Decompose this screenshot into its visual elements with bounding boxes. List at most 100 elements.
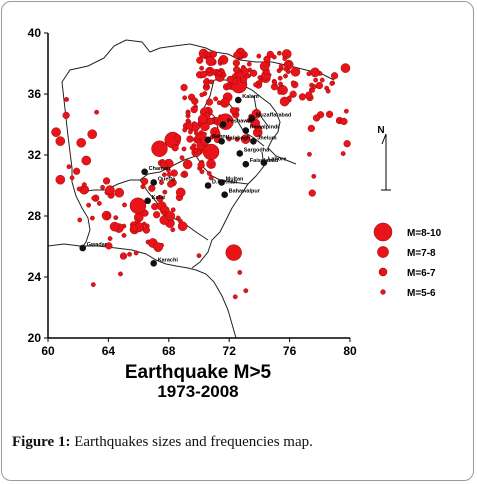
earthquake-marker	[105, 185, 115, 195]
earthquake-marker	[96, 201, 102, 206]
city-marker	[141, 168, 148, 176]
x-tick-label: 60	[41, 344, 55, 358]
city-marker	[221, 191, 228, 198]
earthquake-marker	[196, 56, 204, 64]
earthquake-marker	[220, 102, 226, 108]
earthquake-marker	[277, 89, 283, 95]
y-tick-label: 36	[28, 87, 42, 101]
earthquake-marker	[246, 61, 252, 67]
earthquake-marker	[205, 56, 216, 67]
earthquake-marker	[216, 71, 222, 77]
earthquake-marker	[170, 227, 176, 233]
earthquake-marker	[290, 80, 296, 86]
earthquake-marker	[105, 213, 111, 219]
y-tick-label: 40	[28, 26, 42, 40]
earthquake-marker	[185, 122, 193, 130]
legend-label: M=5-6	[407, 288, 436, 299]
earthquake-marker	[272, 80, 278, 86]
earthquake-marker	[278, 63, 284, 69]
earthquake-marker	[283, 66, 289, 72]
legend-label: M=7-8	[407, 248, 436, 259]
earthquake-marker	[76, 186, 82, 192]
city-marker	[242, 160, 250, 168]
city-marker	[242, 127, 250, 134]
earthquake-marker	[217, 58, 223, 64]
earthquake-marker	[197, 114, 208, 125]
earthquake-marker	[311, 173, 317, 179]
earthquake-marker	[307, 124, 315, 133]
earthquake-marker	[250, 69, 258, 77]
earthquake-marker	[62, 111, 70, 119]
earthquake-marker	[159, 180, 164, 185]
earthquake-marker	[213, 96, 219, 102]
earthquake-marker	[259, 61, 270, 72]
earthquake-marker	[90, 282, 96, 288]
x-tick-label: 68	[162, 344, 176, 358]
earthquake-marker	[214, 130, 220, 136]
earthquake-marker	[277, 75, 283, 81]
earthquake-marker	[206, 171, 212, 176]
earthquake-marker	[122, 202, 127, 208]
earthquake-marker	[306, 71, 312, 77]
map-axes	[47, 33, 350, 339]
city-marker	[248, 115, 256, 122]
earthquake-marker	[308, 189, 316, 197]
earthquake-marker	[315, 81, 323, 90]
earthquake-marker	[209, 50, 218, 58]
earthquake-marker	[140, 184, 146, 190]
earthquake-marker	[121, 233, 127, 238]
earthquake-marker	[171, 144, 179, 152]
earthquake-marker	[180, 172, 186, 178]
earthquake-marker	[312, 114, 321, 122]
earthquake-marker	[330, 72, 339, 80]
earthquake-marker	[239, 75, 248, 84]
x-tick-label: 76	[283, 344, 297, 358]
city-marker	[144, 197, 151, 205]
earthquake-marker	[162, 189, 168, 195]
earthquake-marker	[200, 70, 208, 78]
earthquake-marker	[240, 134, 251, 144]
earthquake-marker	[279, 96, 290, 107]
earthquake-marker	[289, 90, 297, 98]
earthquake-marker	[196, 253, 202, 259]
x-tick-label: 64	[102, 344, 116, 358]
y-tick-label: 28	[28, 209, 42, 223]
earthquake-marker	[151, 140, 168, 157]
earthquake-marker	[114, 187, 125, 198]
legend-marker	[373, 222, 393, 242]
earthquake-marker	[199, 65, 205, 71]
figure-caption: Figure 1: Earthquakes sizes and frequenc…	[12, 434, 313, 451]
earthquake-marker	[283, 73, 288, 79]
country-borders	[47, 39, 335, 339]
earthquake-marker	[298, 93, 307, 101]
earthquake-marker	[51, 127, 61, 137]
earthquake-marker	[253, 82, 258, 88]
city-marker	[250, 137, 257, 145]
map-subtitle: 1973-2008	[157, 382, 238, 401]
earthquake-marker	[64, 96, 69, 102]
earthquake-marker	[142, 226, 150, 234]
earthquake-marker	[192, 148, 198, 154]
earthquake-marker	[243, 288, 249, 294]
earthquake-marker	[73, 167, 81, 175]
y-tick-label: 20	[28, 331, 42, 345]
earthquake-markers	[51, 47, 351, 300]
y-ticks: 20 24 28 32 36 40	[28, 26, 48, 345]
city-marker	[219, 121, 227, 128]
earthquake-marker	[76, 137, 87, 148]
earthquake-marker	[276, 50, 282, 56]
earthquake-marker	[193, 130, 199, 136]
earthquake-marker	[179, 155, 185, 161]
earthquake-marker	[130, 224, 138, 232]
north-arrow-head	[381, 133, 387, 145]
earthquake-marker	[160, 161, 168, 169]
caption-text: Earthquakes sizes and frequencies map.	[74, 434, 313, 450]
earthquake-marker	[256, 53, 262, 59]
earthquake-marker	[202, 131, 207, 137]
earthquake-marker	[221, 72, 227, 78]
earthquake-marker	[81, 155, 92, 166]
city-label: Lahore	[268, 157, 286, 163]
city-marker	[150, 259, 157, 267]
earthquake-marker	[100, 184, 105, 190]
city-label: Bahawalpur	[229, 189, 261, 195]
